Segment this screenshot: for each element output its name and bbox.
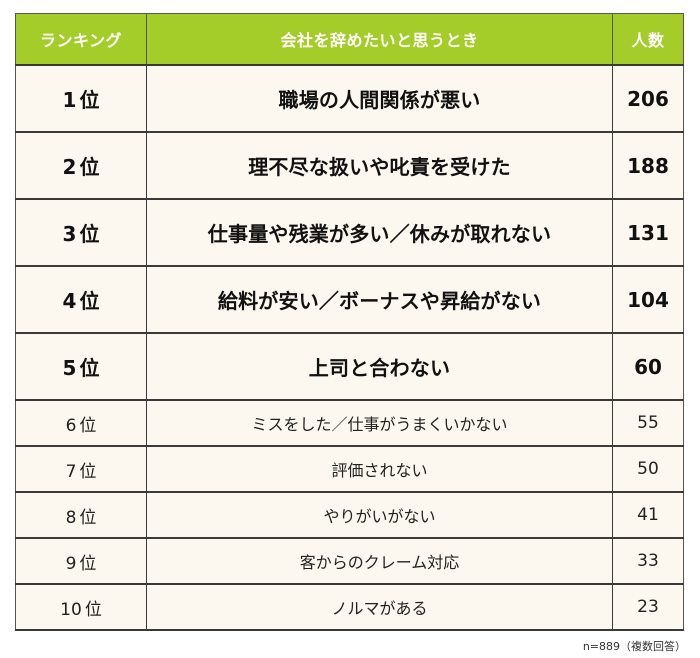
rank-number: 5 — [62, 356, 77, 380]
reason-cell: 給料が安い／ボーナスや昇給がない — [146, 265, 613, 334]
rank-number: 7 — [65, 461, 77, 482]
sample-size-footnote: n=889（複数回答） — [582, 640, 686, 653]
header-rank: ランキング — [15, 13, 147, 66]
rank-number: 3 — [62, 222, 77, 246]
count-cell: 55 — [612, 399, 684, 447]
rank-suffix: 位 — [79, 155, 100, 179]
reason-cell: 客からのクレーム対応 — [146, 537, 613, 585]
header-reason: 会社を辞めたいと思うとき — [146, 13, 613, 66]
count-cell: 41 — [612, 491, 684, 539]
reason-cell: ノルマがある — [146, 583, 613, 631]
reason-cell: 仕事量や残業が多い／休みが取れない — [146, 198, 613, 267]
rank-suffix: 位 — [79, 507, 97, 528]
rank-suffix: 位 — [84, 599, 102, 620]
count-cell: 104 — [612, 265, 684, 334]
table-header-row: ランキング 会社を辞めたいと思うとき 人数 — [15, 13, 684, 66]
reason-cell: やりがいがない — [146, 491, 613, 539]
rank-suffix: 位 — [79, 415, 97, 436]
rank-suffix: 位 — [79, 222, 100, 246]
rank-suffix: 位 — [79, 553, 97, 574]
rank-number: 9 — [65, 553, 77, 574]
reason-cell: 職場の人間関係が悪い — [146, 64, 613, 133]
count-cell: 60 — [612, 332, 684, 401]
rank-number: 1 — [62, 88, 77, 112]
rank-suffix: 位 — [79, 461, 97, 482]
rank-number: 10 — [60, 599, 82, 620]
rank-suffix: 位 — [79, 356, 100, 380]
rank-number: 6 — [65, 415, 77, 436]
count-cell: 206 — [612, 64, 684, 133]
count-cell: 33 — [612, 537, 684, 585]
count-cell: 23 — [612, 583, 684, 631]
rank-number: 8 — [65, 507, 77, 528]
table-row: 10 位 ノルマがある 23 — [15, 583, 684, 631]
count-cell: 50 — [612, 445, 684, 493]
count-cell: 131 — [612, 198, 684, 267]
rank-suffix: 位 — [79, 88, 100, 112]
reason-cell: 理不尽な扱いや叱責を受けた — [146, 131, 613, 200]
rank-number: 2 — [62, 155, 77, 179]
count-cell: 188 — [612, 131, 684, 200]
reason-cell: 上司と合わない — [146, 332, 613, 401]
header-count: 人数 — [612, 13, 684, 66]
reason-cell: ミスをした／仕事がうまくいかない — [146, 399, 613, 447]
reason-cell: 評価されない — [146, 445, 613, 493]
rank-cell: 10 位 — [15, 583, 147, 631]
rank-suffix: 位 — [79, 289, 100, 313]
rank-number: 4 — [62, 289, 77, 313]
